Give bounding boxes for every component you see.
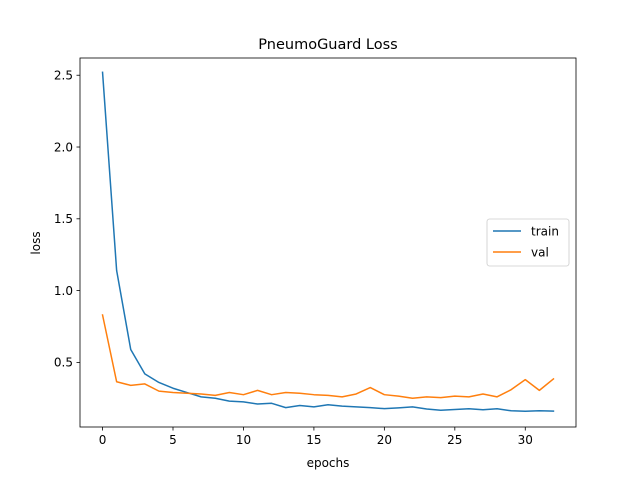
y-axis: 0.5 1.0 1.5 2.0 2.5	[54, 69, 80, 370]
legend-label-train: train	[531, 224, 559, 238]
legend-label-val: val	[531, 245, 549, 259]
chart-title: PneumoGuard Loss	[258, 37, 397, 53]
plot-frame	[79, 57, 577, 428]
plot-lines	[101, 71, 555, 412]
y-tick-label: 2.5	[54, 69, 73, 83]
y-tick-label: 0.5	[54, 356, 73, 370]
x-axis: 0 5 10 15 20 25 30	[99, 427, 533, 447]
x-tick-label: 25	[447, 433, 462, 447]
series-line-train	[101, 71, 555, 412]
y-tick-label: 1.5	[54, 212, 73, 226]
x-tick-label: 10	[236, 433, 251, 447]
y-tick-label: 2.0	[54, 140, 73, 154]
legend: train val	[486, 218, 570, 267]
series-line-val	[101, 314, 555, 400]
y-tick-label: 1.0	[54, 284, 73, 298]
x-tick-label: 0	[99, 433, 107, 447]
x-tick-label: 5	[169, 433, 177, 447]
y-axis-label: loss	[29, 231, 43, 254]
x-tick-label: 15	[306, 433, 321, 447]
x-tick-label: 20	[377, 433, 392, 447]
x-axis-label: epochs	[307, 456, 350, 470]
x-tick-label: 30	[518, 433, 533, 447]
